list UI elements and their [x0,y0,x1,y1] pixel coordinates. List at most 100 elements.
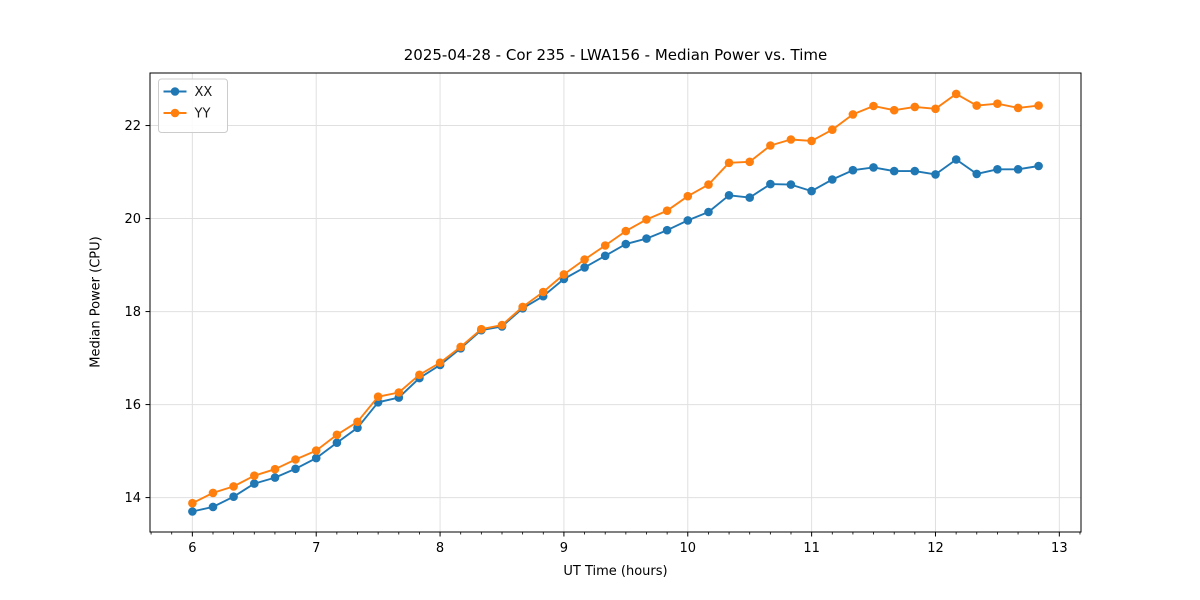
data-point-YY [332,430,342,440]
x-axis-label: UT Time (hours) [563,564,668,579]
data-point-YY [745,157,754,167]
data-point-XX [993,165,1002,174]
data-point-YY [250,471,259,481]
axes-spines [149,72,1082,533]
x-tick-label: 10 [679,541,696,556]
data-point-XX [848,165,858,175]
data-point-XX [972,169,981,179]
data-point-XX [931,170,940,179]
data-point-XX [910,166,920,176]
y-tick-label: 18 [124,305,141,320]
series-YY [188,89,1043,508]
data-point-YY [931,104,940,114]
data-point-XX [786,180,796,189]
data-point-XX [889,166,899,176]
legend-label-YY: YY [194,107,211,122]
x-tick-label: 9 [560,541,568,556]
data-point-XX [332,438,342,448]
grid [150,73,1081,532]
chart-title: 2025-04-28 - Cor 235 - LWA156 - Median P… [403,46,828,64]
data-point-XX [600,251,610,261]
data-point-XX [229,492,238,502]
data-point-YY [477,324,486,334]
data-point-XX [745,193,754,202]
data-point-YY [910,102,920,112]
legend: XX YY [158,78,228,133]
data-point-XX [869,163,878,172]
data-point-XX [828,175,837,184]
data-point-YY [229,482,238,491]
x-tick-label: 12 [927,541,944,556]
data-point-YY [993,99,1002,108]
y-axis: 14 16 18 20 22 [124,119,150,506]
data-point-XX [1013,165,1023,174]
data-point-YY [188,498,197,508]
data-point-YY [889,105,899,115]
data-point-YY [600,241,610,250]
data-point-YY [353,417,362,427]
legend-label-XX: XX [195,85,213,100]
data-point-XX [270,473,280,482]
data-point-YY [807,136,816,146]
data-point-XX [704,207,713,217]
series-line-YY [191,92,1040,505]
data-point-YY [848,110,858,119]
data-point-XX [766,179,775,189]
data-point-YY [1013,103,1023,113]
y-tick-label: 14 [124,491,141,506]
data-point-XX [807,186,816,196]
data-point-XX [250,479,259,488]
data-point-YY [559,270,569,279]
data-point-YY [311,446,321,455]
data-point-XX [621,239,631,249]
data-point-YY [538,287,548,297]
data-point-XX [311,453,321,463]
data-point-XX [662,225,672,235]
data-point-YY [1034,101,1043,110]
data-point-XX [1034,161,1043,171]
legend-box [158,78,228,133]
data-point-YY [435,358,445,368]
x-tick-label: 6 [188,541,196,556]
data-point-XX [724,191,734,200]
data-point-YY [580,255,589,264]
data-point-YY [373,392,383,402]
data-point-XX [683,216,693,225]
legend-marker-YY [170,108,180,118]
data-point-YY [497,320,507,330]
x-axis: 6 7 8 9 10 11 12 13 [150,532,1081,556]
data-point-YY [415,370,424,380]
y-tick-label: 16 [124,398,141,413]
data-point-YY [208,488,218,498]
data-point-XX [642,234,651,243]
x-tick-label: 7 [312,541,320,556]
data-point-YY [518,302,527,312]
data-point-XX [580,263,589,272]
data-point-YY [972,101,981,110]
data-point-YY [869,101,878,111]
data-point-YY [951,89,961,99]
y-tick-label: 22 [124,119,141,134]
data-point-XX [188,507,197,516]
data-point-YY [786,135,796,144]
data-point-YY [394,388,404,397]
y-tick-label: 20 [124,212,141,227]
data-point-YY [683,191,693,201]
data-point-YY [724,158,734,168]
data-point-XX [208,502,218,512]
x-tick-label: 13 [1051,541,1068,556]
data-point-YY [642,215,651,224]
x-tick-label: 8 [436,541,444,556]
data-point-YY [291,455,300,464]
legend-marker-XX [170,87,180,96]
data-point-YY [828,125,837,134]
data-point-XX [951,155,961,164]
data-point-YY [662,206,672,215]
data-point-XX [291,464,300,474]
data-point-YY [456,342,466,352]
data-point-YY [766,141,775,150]
y-axis-label: Median Power (CPU) [88,236,104,368]
x-tick-label: 11 [803,541,820,556]
